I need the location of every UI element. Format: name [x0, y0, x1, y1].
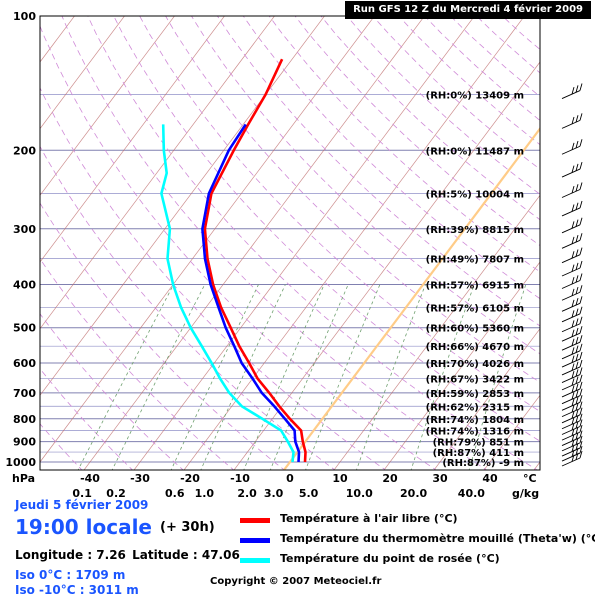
- temperature-tick-label: -40: [80, 472, 100, 485]
- pressure-tick-label: 200: [13, 144, 36, 157]
- temperature-tick-label: 40: [482, 472, 498, 485]
- level-label: (RH:60%) 5360 m: [426, 324, 524, 335]
- legend-swatch: [240, 558, 270, 563]
- iso-minus10-height: Iso -10°C : 3011 m: [15, 583, 139, 597]
- forecast-date: Jeudi 5 février 2009: [15, 498, 148, 512]
- pressure-tick-label: 800: [13, 413, 36, 426]
- wind-barb: [562, 182, 582, 197]
- level-label: (RH:57%) 6105 m: [426, 303, 524, 314]
- iso0-height: Iso 0°C : 1709 m: [15, 568, 125, 582]
- level-label: (RH:49%) 7807 m: [426, 255, 524, 266]
- wind-barb: [562, 201, 582, 216]
- level-label: (RH:74%) 1804 m: [426, 415, 524, 426]
- copyright: Copyright © 2007 Meteociel.fr: [210, 576, 381, 587]
- level-label: (RH:70%) 4026 m: [426, 359, 524, 370]
- mixing-ratio-tick-label: 5.0: [299, 487, 319, 500]
- legend-label: Température du thermomètre mouillé (Thet…: [280, 532, 595, 545]
- pressure-tick-labels: 100 200 300 400 500 600 700 800 900 1000: [5, 10, 36, 469]
- wind-barb: [562, 84, 582, 99]
- mixing-ratio-unit: g/kg: [512, 487, 539, 500]
- wind-barb: [562, 261, 582, 276]
- y-axis-label: hPa: [12, 472, 35, 485]
- wind-barb: [562, 113, 582, 128]
- mixing-ratio-tick-label: 10.0: [346, 487, 373, 500]
- pressure-tick-label: 400: [13, 279, 36, 292]
- level-label: (RH:57%) 6915 m: [426, 281, 524, 292]
- longitude: Longitude : 7.26: [15, 548, 126, 562]
- forecast-lead-time: (+ 30h): [160, 520, 215, 535]
- wind-barb: [562, 326, 582, 341]
- temperature-tick-label: 0: [286, 472, 294, 485]
- wind-barb: [562, 162, 582, 177]
- level-label: (RH:62%) 2315 m: [426, 402, 524, 413]
- location: Longitude : 7.26 Latitude : 47.06: [15, 548, 242, 562]
- x-axis-unit: °C: [523, 472, 537, 485]
- legend-label: Température à l'air libre (°C): [280, 512, 458, 525]
- wind-barb: [562, 317, 582, 332]
- level-label: (RH:0%) 13409 m: [426, 91, 524, 102]
- wind-barb: [562, 233, 582, 248]
- temperature-tick-label: 30: [432, 472, 448, 485]
- mixing-ratio-tick-label: 20.0: [400, 487, 427, 500]
- wind-barb: [562, 139, 582, 154]
- wind-barbs: [562, 84, 582, 466]
- level-label: (RH:74%) 1316 m: [426, 427, 524, 438]
- wind-barb: [562, 218, 582, 233]
- mixing-ratio-tick-label: 3.0: [264, 487, 284, 500]
- pressure-tick-label: 1000: [5, 456, 36, 469]
- pressure-tick-label: 700: [13, 387, 36, 400]
- level-label: (RH:5%) 10004 m: [426, 189, 524, 200]
- forecast-time: 19:00 locale: [15, 515, 152, 539]
- legend-label: Température du point de rosée (°C): [280, 552, 500, 565]
- isotherm-line: [533, 0, 595, 471]
- temperature-tick-label: -10: [230, 472, 250, 485]
- temperature-tick-labels: -40 -30 -20 -10 0 10 20 30 40: [80, 472, 498, 485]
- level-label: (RH:66%) 4670 m: [426, 342, 524, 353]
- temperature-tick-label: 20: [382, 472, 398, 485]
- mixing-ratio-tick-label: 1.0: [195, 487, 215, 500]
- level-label: (RH:67%) 3422 m: [426, 375, 524, 386]
- latitude: Latitude : 47.06: [132, 548, 240, 562]
- pressure-tick-label: 300: [13, 223, 36, 236]
- mixing-ratio-tick-label: 0.6: [165, 487, 185, 500]
- legend-swatch: [240, 518, 270, 523]
- temperature-tick-label: 10: [332, 472, 348, 485]
- wind-barb: [562, 274, 582, 289]
- level-labels: (RH:0%) 13409 m (RH:0%) 11487 m (RH:5%) 10…: [426, 91, 524, 469]
- wind-barb: [562, 248, 582, 263]
- mixing-ratio-tick-label: 2.0: [237, 487, 257, 500]
- level-label: (RH:87%) -9 m: [442, 458, 524, 469]
- pressure-tick-label: 100: [13, 10, 36, 23]
- temperature-tick-label: -20: [180, 472, 200, 485]
- mixing-ratio-tick-label: 40.0: [458, 487, 485, 500]
- pressure-tick-label: 600: [13, 357, 36, 370]
- legend-swatch: [240, 538, 270, 543]
- pressure-tick-label: 900: [13, 436, 36, 449]
- level-label: (RH:59%) 2853 m: [426, 389, 524, 400]
- level-label: (RH:0%) 11487 m: [426, 146, 524, 157]
- level-label: (RH:79%) 851 m: [433, 438, 524, 449]
- run-title: Run GFS 12 Z du Mercredi 4 février 2009: [345, 1, 591, 19]
- wind-barb: [562, 307, 582, 322]
- wind-barb: [562, 335, 582, 350]
- level-label: (RH:39%) 8815 m: [426, 225, 524, 236]
- pressure-tick-label: 500: [13, 322, 36, 335]
- temperature-tick-label: -30: [130, 472, 150, 485]
